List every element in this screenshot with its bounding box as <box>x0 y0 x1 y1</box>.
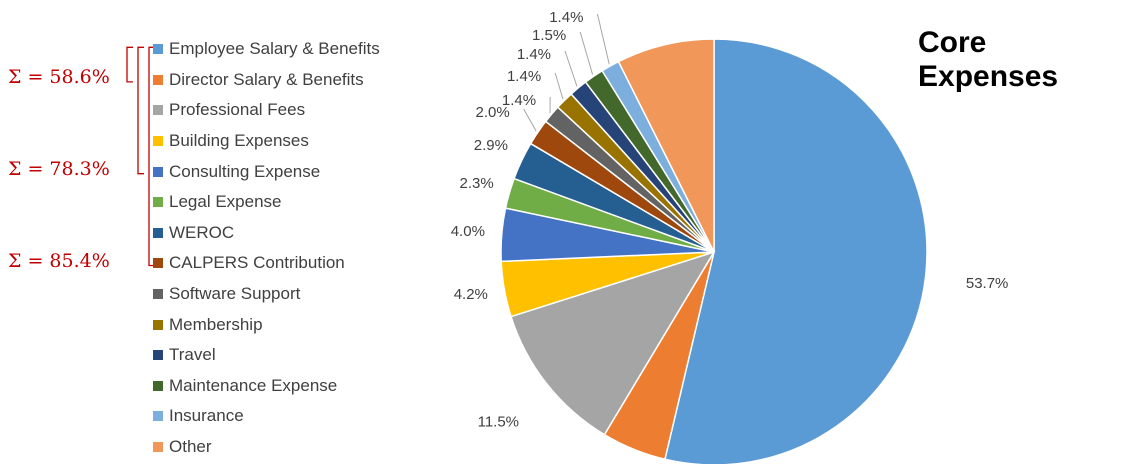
legend-item-consulting-expense: Consulting Expense <box>153 156 380 187</box>
legend-item-software-support: Software Support <box>153 279 380 310</box>
data-label-membership: 1.4% <box>507 68 541 85</box>
leader-line <box>564 50 578 87</box>
legend-swatch <box>153 319 163 330</box>
data-label-maintenance-expense: 1.5% <box>532 27 566 44</box>
legend-swatch <box>153 258 163 269</box>
legend-swatch <box>153 105 163 116</box>
sum-bracket <box>137 46 144 175</box>
data-label-calpers-contribution: 2.0% <box>476 104 510 121</box>
legend-label: Membership <box>169 314 263 334</box>
pie-slice-professional-fees <box>510 250 716 436</box>
sum-label: Σ = 78.3% <box>8 157 110 180</box>
legend-item-director-salary-benefits: Director Salary & Benefits <box>153 65 380 96</box>
pie-slice-other <box>617 38 715 253</box>
legend-label: Software Support <box>169 284 301 304</box>
legend-label: Consulting Expense <box>169 161 321 181</box>
sum-bracket <box>148 46 155 267</box>
legend-label: Employee Salary & Benefits <box>169 39 380 59</box>
chart-title: Core Expenses <box>918 26 1059 93</box>
legend-label: Building Expenses <box>169 131 309 151</box>
legend-label: Insurance <box>169 406 244 426</box>
sum-label: Σ = 58.6% <box>8 65 110 88</box>
legend-swatch <box>153 166 163 177</box>
legend-item-insurance: Insurance <box>153 401 380 432</box>
legend-item-calpers-contribution: CALPERS Contribution <box>153 248 380 279</box>
legend-item-maintenance-expense: Maintenance Expense <box>153 371 380 402</box>
sum-label: Σ = 85.4% <box>8 249 110 272</box>
leader-line <box>523 108 537 132</box>
leader-line <box>596 13 610 65</box>
legend-item-professional-fees: Professional Fees <box>153 95 380 126</box>
legend: Employee Salary & Benefits Director Salar… <box>153 34 380 462</box>
legend-item-other: Other <box>153 432 380 463</box>
data-label-travel: 1.4% <box>517 46 551 63</box>
legend-item-legal-expense: Legal Expense <box>153 187 380 218</box>
leader-line <box>579 31 594 75</box>
legend-label: Other <box>169 437 212 457</box>
legend-item-weroc: WEROC <box>153 218 380 249</box>
legend-swatch <box>153 442 163 453</box>
data-label-legal-expense: 2.3% <box>459 175 493 192</box>
legend-label: WEROC <box>169 222 235 242</box>
leader-line <box>554 72 564 100</box>
data-label-building-expenses: 4.2% <box>454 286 488 303</box>
data-label-software-support: 1.4% <box>502 92 536 109</box>
legend-label: Legal Expense <box>169 192 282 212</box>
legend-swatch <box>153 411 163 422</box>
legend-item-employee-salary-benefits: Employee Salary & Benefits <box>153 34 380 65</box>
legend-swatch <box>153 136 163 147</box>
sum-bracket <box>126 46 133 83</box>
pie-slice-employee-salary-benefits <box>664 38 928 464</box>
legend-item-travel: Travel <box>153 340 380 371</box>
data-label-weroc: 2.9% <box>474 137 508 154</box>
legend-swatch <box>153 197 163 208</box>
legend-label: Travel <box>169 345 216 365</box>
data-label-consulting-expense: 4.0% <box>451 223 485 240</box>
legend-item-building-expenses: Building Expenses <box>153 126 380 157</box>
legend-label: CALPERS Contribution <box>169 253 345 273</box>
legend-swatch <box>153 74 163 85</box>
legend-label: Director Salary & Benefits <box>169 69 364 89</box>
legend-swatch <box>153 44 163 55</box>
legend-label: Professional Fees <box>169 100 306 120</box>
legend-item-membership: Membership <box>153 309 380 340</box>
data-label-insurance: 1.4% <box>549 9 583 26</box>
legend-swatch <box>153 350 163 361</box>
data-label-employee-salary-benefits: 53.7% <box>966 275 1009 292</box>
legend-swatch <box>153 227 163 238</box>
data-label-professional-fees: 11.5% <box>478 414 519 431</box>
legend-swatch <box>153 380 163 391</box>
legend-label: Maintenance Expense <box>169 375 338 395</box>
legend-swatch <box>153 289 163 300</box>
